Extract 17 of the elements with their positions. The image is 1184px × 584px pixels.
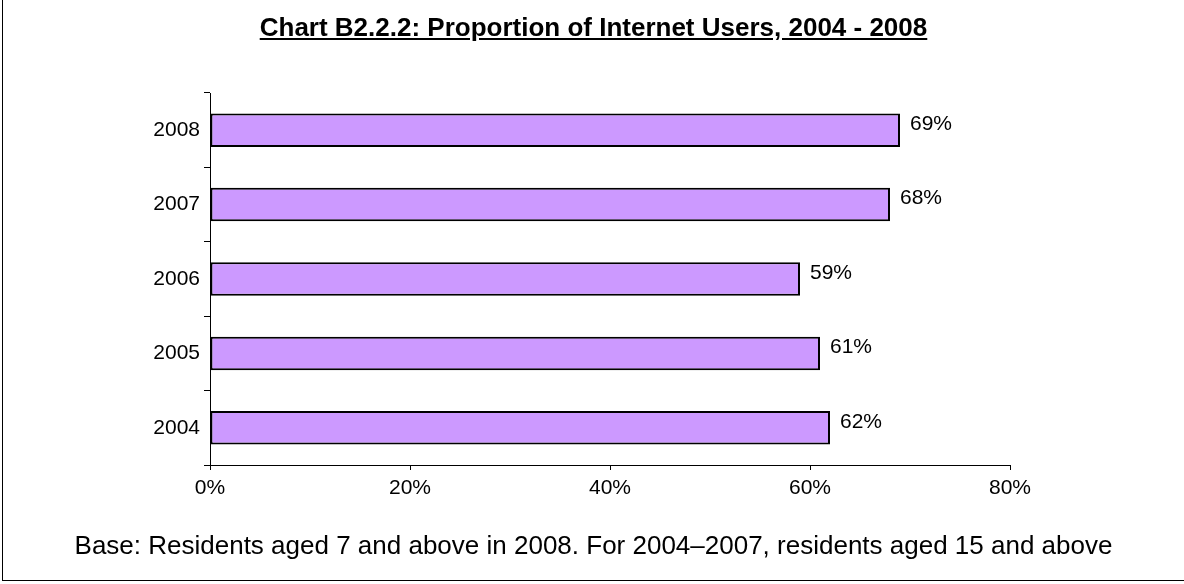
x-tick-label: 40% bbox=[588, 475, 632, 499]
data-label: 68% bbox=[900, 185, 943, 209]
y-tick-label: 2007 bbox=[153, 191, 200, 215]
x-tick-label: 80% bbox=[988, 475, 1032, 499]
data-label: 61% bbox=[830, 334, 873, 358]
data-label: 59% bbox=[810, 259, 853, 283]
data-label: 69% bbox=[910, 111, 953, 134]
y-tick-label: 2005 bbox=[153, 340, 200, 364]
chart-title: Chart B2.2.2: Proportion of Internet Users, 2004 - 2008 bbox=[259, 12, 928, 42]
x-tick-label: 20% bbox=[388, 475, 432, 499]
y-tick-label: 2006 bbox=[153, 265, 200, 289]
y-tick-label: 2008 bbox=[153, 117, 200, 140]
text: Base: Residents aged 7 and above in 2008. For 2004–2007, residents aged 15 and above bbox=[74, 530, 1113, 560]
y-tick-label: 2004 bbox=[153, 414, 201, 438]
x-tick-label: 0% bbox=[194, 475, 226, 499]
x-tick-label: 60% bbox=[788, 475, 832, 499]
data-label: 62% bbox=[840, 408, 883, 432]
